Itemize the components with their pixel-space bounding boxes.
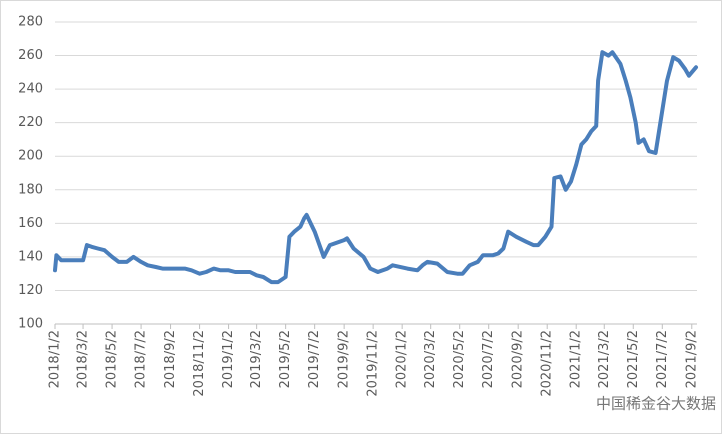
x-tick-label: 2020/9/2	[511, 330, 526, 388]
x-tick-label: 2019/5/2	[278, 330, 293, 388]
x-tick-label: 2021/3/2	[597, 330, 612, 388]
watermark: 中国稀金谷大数据	[596, 395, 716, 413]
x-tick-label: 2021/5/2	[626, 330, 641, 388]
x-tick-label: 2020/7/2	[481, 330, 496, 388]
y-tick-label: 200	[18, 149, 43, 164]
y-tick-label: 280	[18, 15, 43, 30]
y-tick-label: 260	[18, 48, 43, 63]
data-line	[53, 50, 698, 285]
y-tick-label: 160	[18, 216, 43, 231]
x-tick-label: 2018/5/2	[105, 330, 120, 388]
x-tick-label: 2021/7/2	[655, 330, 670, 388]
y-tick-label: 140	[18, 249, 43, 264]
x-tick-label: 2020/5/2	[452, 330, 467, 388]
x-tick-label: 2020/1/2	[395, 330, 410, 388]
y-tick-label: 180	[18, 182, 43, 197]
x-tick-label: 2020/11/2	[540, 330, 555, 397]
x-tick-label: 2018/1/2	[48, 330, 63, 388]
x-tick-label: 2018/3/2	[76, 330, 91, 388]
x-tick-label: 2019/11/2	[366, 330, 381, 397]
y-tick-label: 240	[18, 82, 43, 97]
x-tick-label: 2018/7/2	[134, 330, 149, 388]
y-tick-label: 120	[18, 283, 43, 298]
x-tick-label: 2019/7/2	[307, 330, 322, 388]
x-tick-label: 2021/9/2	[684, 330, 699, 388]
x-tick-label: 2018/9/2	[163, 330, 178, 388]
x-tick-label: 2019/9/2	[337, 330, 352, 388]
x-tick-label: 2019/3/2	[249, 330, 264, 388]
y-tick-label: 220	[18, 115, 43, 130]
x-tick-label: 2018/11/2	[192, 330, 207, 397]
y-tick-label: 100	[18, 317, 43, 332]
x-tick-label: 2021/1/2	[569, 330, 584, 388]
x-tick-label: 2020/3/2	[423, 330, 438, 388]
x-tick-label: 2019/1/2	[221, 330, 236, 388]
